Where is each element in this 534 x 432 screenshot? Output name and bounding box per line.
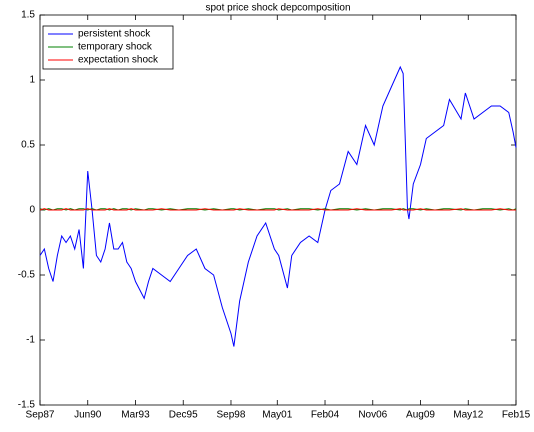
x-tick-label: Feb15	[502, 410, 531, 421]
y-tick-label: -1.5	[18, 400, 36, 411]
series-line	[39, 208, 516, 211]
y-tick-label: -1	[26, 335, 35, 346]
x-tick-label: Nov06	[358, 410, 387, 421]
y-tick-label: 0	[29, 205, 35, 216]
y-tick-label: -0.5	[18, 270, 36, 281]
x-tick-label: May01	[262, 410, 292, 421]
chart-title: spot price shock depcomposition	[205, 3, 350, 14]
x-tick-label: Sep98	[217, 410, 246, 421]
legend-label: temporary shock	[78, 42, 153, 53]
x-tick-label: Sep87	[26, 410, 55, 421]
legend-label: expectation shock	[78, 55, 159, 66]
x-tick-label: May12	[453, 410, 483, 421]
x-tick-label: Dec95	[169, 410, 198, 421]
legend-label: persistent shock	[78, 29, 151, 40]
series-line	[39, 65, 517, 347]
y-tick-label: 0.5	[21, 140, 35, 151]
x-tick-label: Aug09	[406, 410, 435, 421]
x-tick-label: Mar93	[121, 410, 150, 421]
y-tick-label: 1.5	[21, 10, 35, 21]
y-tick-label: 1	[29, 75, 35, 86]
x-tick-label: Jun90	[74, 410, 102, 421]
x-tick-label: Feb04	[311, 410, 340, 421]
